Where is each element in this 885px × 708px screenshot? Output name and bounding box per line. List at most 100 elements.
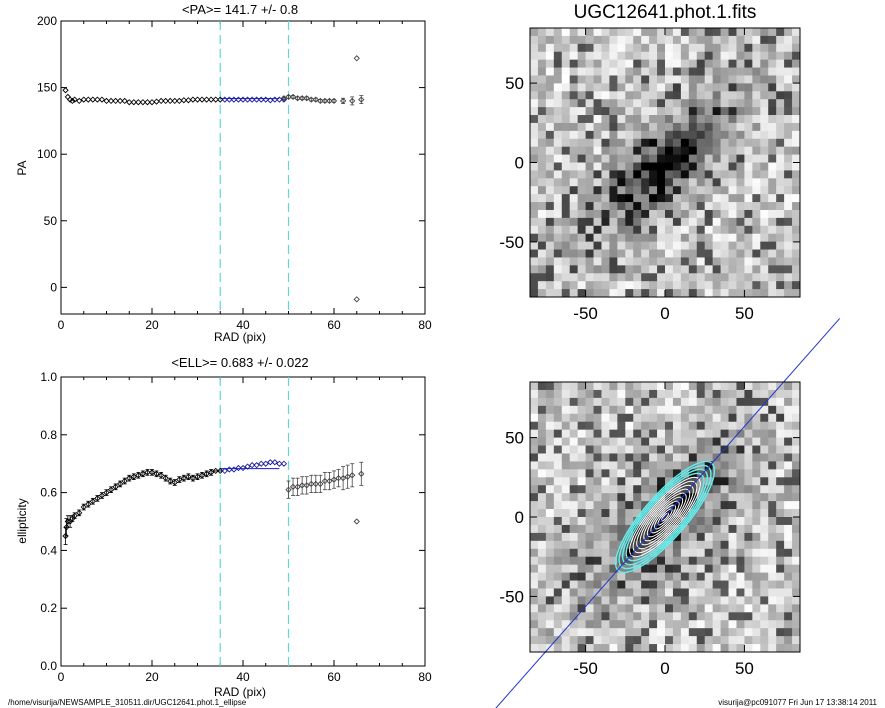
image-pixel [760, 265, 769, 274]
image-pixel [672, 540, 682, 550]
image-pixel [625, 405, 634, 415]
image-pixel [553, 397, 563, 407]
image-pixel [680, 75, 690, 84]
image-pixel [530, 596, 539, 605]
image-pixel [625, 477, 634, 486]
image-pixel [720, 241, 729, 250]
image-pixel [680, 122, 690, 132]
image-pixel [776, 469, 785, 478]
image-pixel [792, 138, 801, 148]
image-pixel [545, 186, 555, 195]
image-pixel [792, 59, 801, 68]
image-pixel [601, 405, 610, 415]
image-pixel [752, 413, 761, 423]
image-pixel [776, 233, 785, 243]
image-pixel [625, 517, 634, 526]
image-pixel [688, 146, 698, 155]
image-pixel [577, 636, 586, 645]
image-pixel [553, 413, 563, 423]
image-pixel [665, 194, 674, 203]
image-pixel [744, 130, 753, 140]
image-pixel [545, 233, 555, 243]
image-pixel [744, 138, 753, 148]
image-pixel [744, 620, 753, 629]
image-pixel [577, 99, 586, 108]
image-pixel [665, 509, 674, 518]
image-pixel [625, 67, 634, 76]
image-pixel [585, 421, 594, 431]
image-pixel [609, 122, 618, 132]
image-pixel [672, 289, 682, 298]
image-pixel [553, 51, 563, 61]
image-pixel [657, 572, 666, 581]
image-pixel [633, 138, 642, 148]
image-pixel [680, 28, 690, 37]
image-pixel [545, 146, 555, 155]
image-pixel [704, 217, 714, 227]
image-pixel [530, 281, 539, 290]
image-pixel [561, 604, 571, 613]
image-pixel [537, 429, 547, 438]
image-pixel [657, 644, 666, 653]
image-pixel [609, 51, 618, 61]
image-pixel [625, 138, 634, 148]
image-pixel [704, 405, 714, 415]
image-pixel [537, 265, 547, 274]
image-pixel [768, 636, 777, 645]
image-pixel [784, 233, 793, 243]
image-pixel [728, 397, 737, 407]
image-pixel [657, 421, 666, 431]
image-pixel [609, 107, 618, 116]
image-pixel [672, 580, 682, 589]
image-pixel [768, 572, 777, 581]
image-pixel [744, 501, 753, 510]
image-pixel [720, 202, 729, 211]
data-point [62, 87, 69, 94]
image-pixel [752, 564, 761, 573]
image-pixel [641, 453, 650, 462]
image-pixel [601, 620, 610, 629]
image-pixel [530, 580, 539, 589]
image-pixel [545, 596, 555, 605]
image-pixel [553, 43, 563, 53]
image-pixel [752, 628, 761, 637]
image-pixel [792, 130, 801, 140]
image-pixel [792, 225, 801, 235]
image-pixel [609, 281, 618, 290]
image-pixel [665, 596, 674, 605]
image-pixel [553, 59, 563, 68]
image-pixel [688, 493, 698, 502]
image-pixel [609, 644, 618, 653]
image-pixel [577, 138, 586, 148]
image-pixel [672, 194, 682, 203]
image-pixel [641, 202, 650, 211]
image-pixel [625, 249, 634, 258]
image-pixel [649, 130, 658, 140]
image-pixel [577, 421, 586, 431]
image-pixel [784, 517, 793, 526]
image-pixel [649, 572, 658, 581]
image-pixel [776, 273, 785, 282]
image-pixel [736, 170, 745, 179]
image-pixel [720, 588, 729, 597]
image-pixel [593, 437, 602, 446]
data-point [89, 498, 96, 505]
image-pixel [649, 51, 658, 61]
image-pixel [712, 43, 721, 53]
image-pixel [585, 413, 594, 423]
image-pixel [617, 548, 626, 558]
image-pixel [665, 628, 674, 637]
image-pixel [569, 115, 579, 124]
image-pixel [760, 281, 769, 290]
image-pixel [720, 382, 729, 391]
image-pixel [577, 413, 586, 423]
data-point [180, 475, 187, 482]
image-pixel [609, 429, 618, 438]
image-pixel [553, 130, 563, 140]
image-pixel [720, 461, 729, 470]
image-pixel [768, 162, 777, 171]
image-pixel [688, 28, 698, 37]
image-pixel [593, 556, 602, 566]
image-pixel [625, 469, 634, 478]
image-pixel [609, 405, 618, 415]
